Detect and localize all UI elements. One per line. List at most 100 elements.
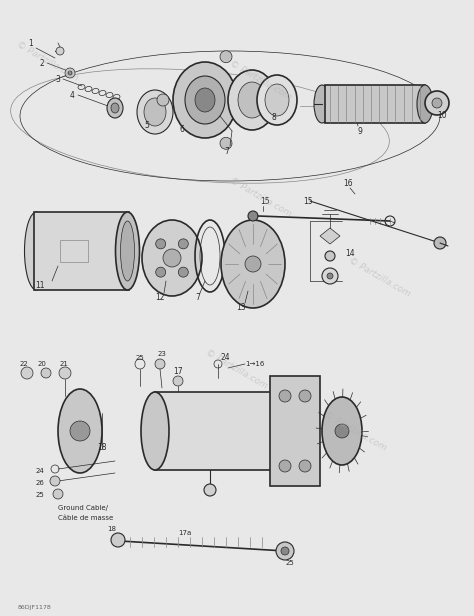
Circle shape — [53, 489, 63, 499]
Polygon shape — [320, 228, 340, 244]
Text: 17a: 17a — [178, 530, 191, 536]
Ellipse shape — [142, 220, 202, 296]
Circle shape — [248, 211, 258, 221]
Text: 9: 9 — [357, 126, 363, 136]
Text: 7: 7 — [196, 293, 201, 302]
Circle shape — [155, 239, 166, 249]
Ellipse shape — [111, 103, 119, 113]
Text: 11: 11 — [35, 282, 45, 291]
Circle shape — [299, 460, 311, 472]
Text: © Partzilla.com: © Partzilla.com — [228, 176, 293, 219]
Circle shape — [155, 359, 165, 369]
Circle shape — [299, 390, 311, 402]
Circle shape — [155, 267, 166, 277]
Circle shape — [325, 251, 335, 261]
Text: © Partzilla.com: © Partzilla.com — [15, 40, 80, 83]
Text: 18: 18 — [97, 444, 107, 453]
Circle shape — [335, 424, 349, 438]
Text: 7: 7 — [225, 147, 229, 155]
Circle shape — [178, 267, 188, 277]
Circle shape — [41, 368, 51, 378]
Circle shape — [173, 376, 183, 386]
Ellipse shape — [58, 389, 102, 473]
Circle shape — [59, 367, 71, 379]
Ellipse shape — [314, 85, 330, 123]
Ellipse shape — [417, 85, 433, 123]
Bar — [60, 240, 88, 262]
Circle shape — [434, 237, 446, 249]
Text: 1→16: 1→16 — [246, 361, 264, 367]
Ellipse shape — [238, 82, 266, 118]
Text: 24: 24 — [220, 354, 230, 362]
Circle shape — [220, 137, 232, 149]
Text: 86DJF1178: 86DJF1178 — [18, 606, 52, 610]
Circle shape — [279, 460, 291, 472]
Text: 2: 2 — [40, 60, 45, 68]
Text: 12: 12 — [155, 293, 165, 302]
Text: © Partzilla.com: © Partzilla.com — [346, 256, 412, 299]
Circle shape — [322, 268, 338, 284]
Circle shape — [220, 51, 232, 63]
Text: 23: 23 — [157, 351, 166, 357]
Bar — [35, 212, 129, 290]
Text: Ground Cable/: Ground Cable/ — [58, 505, 108, 511]
Text: 14: 14 — [345, 248, 355, 257]
Text: 15: 15 — [260, 197, 270, 206]
Text: 3: 3 — [55, 76, 60, 84]
Circle shape — [70, 421, 90, 441]
Ellipse shape — [116, 212, 139, 290]
Circle shape — [111, 533, 125, 547]
Circle shape — [157, 94, 169, 106]
Text: © Partzilla.com: © Partzilla.com — [204, 348, 270, 391]
Text: 5: 5 — [145, 121, 149, 131]
Circle shape — [327, 273, 333, 279]
Ellipse shape — [120, 221, 135, 281]
Ellipse shape — [141, 392, 169, 470]
Circle shape — [432, 98, 442, 108]
Circle shape — [276, 542, 294, 560]
Text: Câble de masse: Câble de masse — [58, 515, 113, 521]
Text: 16: 16 — [343, 179, 353, 188]
Text: 24: 24 — [36, 468, 45, 474]
Ellipse shape — [257, 75, 297, 125]
Text: 22: 22 — [19, 361, 28, 367]
Text: 18: 18 — [108, 526, 117, 532]
Circle shape — [65, 68, 75, 78]
Ellipse shape — [173, 62, 237, 138]
Circle shape — [21, 367, 33, 379]
Circle shape — [68, 71, 72, 75]
Ellipse shape — [228, 70, 276, 130]
Ellipse shape — [107, 98, 123, 118]
Text: © Partzilla.com: © Partzilla.com — [323, 410, 388, 453]
Text: 26: 26 — [36, 480, 45, 486]
Ellipse shape — [265, 84, 289, 116]
Text: 8: 8 — [272, 113, 276, 123]
Text: 15: 15 — [303, 197, 313, 206]
Circle shape — [50, 476, 60, 486]
Text: 6: 6 — [180, 124, 184, 134]
Circle shape — [245, 256, 261, 272]
Circle shape — [178, 239, 188, 249]
Text: © Partzilla.com: © Partzilla.com — [228, 59, 293, 102]
Ellipse shape — [144, 98, 166, 126]
Text: 13: 13 — [236, 304, 246, 312]
Circle shape — [56, 47, 64, 55]
Text: 4: 4 — [70, 92, 75, 100]
Text: 17: 17 — [173, 367, 183, 376]
Circle shape — [163, 249, 181, 267]
Ellipse shape — [25, 212, 48, 290]
Ellipse shape — [137, 90, 173, 134]
Ellipse shape — [221, 220, 285, 308]
Circle shape — [281, 547, 289, 555]
Text: 10: 10 — [437, 111, 447, 121]
Bar — [155, 392, 315, 470]
Text: 21: 21 — [60, 361, 68, 367]
Text: 25: 25 — [36, 492, 45, 498]
Text: 20: 20 — [37, 361, 46, 367]
Ellipse shape — [322, 397, 362, 465]
Ellipse shape — [185, 76, 225, 124]
Text: 1: 1 — [28, 39, 33, 49]
Circle shape — [425, 91, 449, 115]
Circle shape — [204, 484, 216, 496]
Circle shape — [279, 390, 291, 402]
